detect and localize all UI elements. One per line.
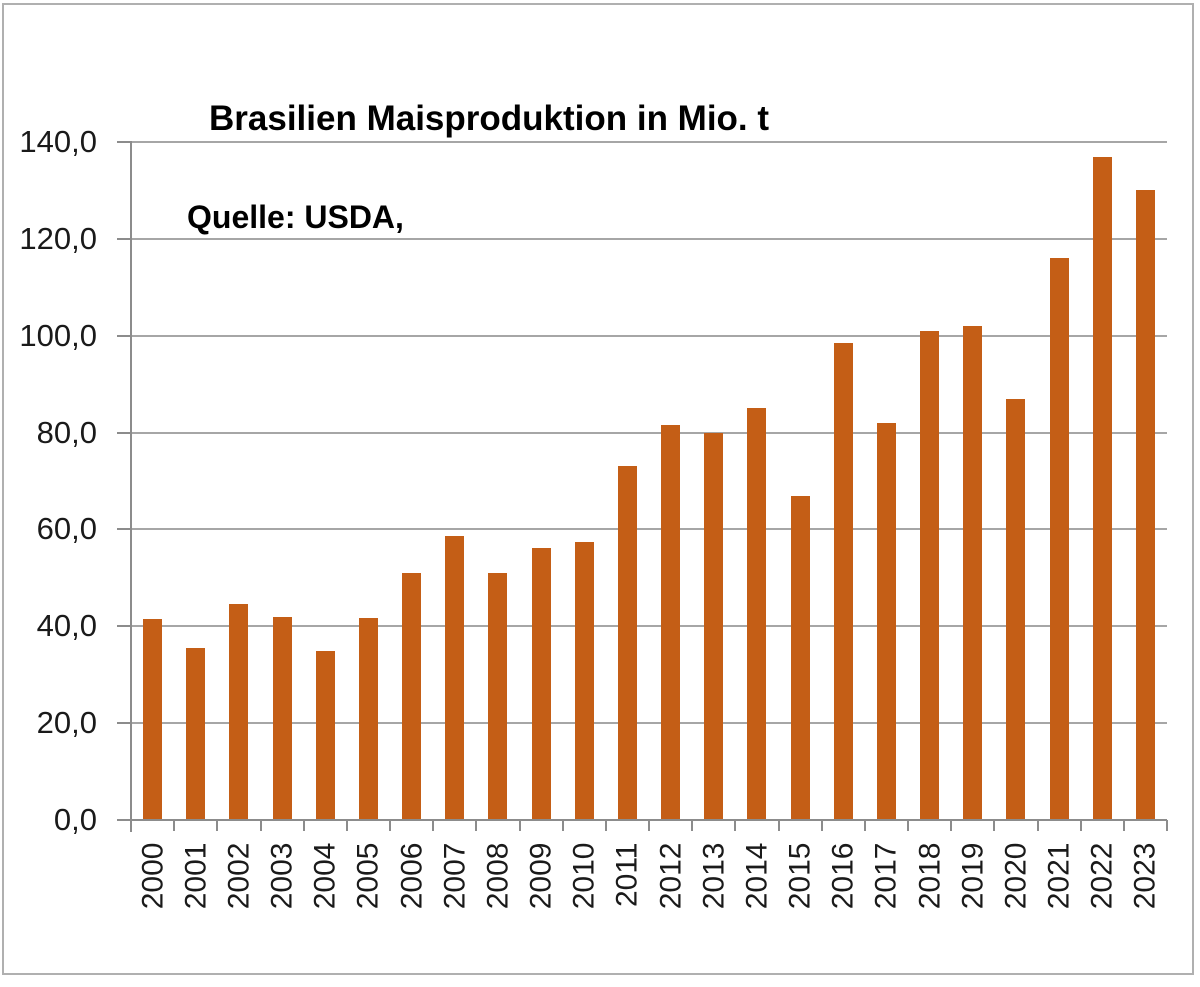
- x-tick-12: [648, 820, 650, 831]
- x-tick-7: [432, 820, 435, 831]
- bar-2021: [1049, 258, 1069, 820]
- y-tick-label-40: 40,0: [36, 608, 97, 644]
- bar-2023: [1135, 190, 1155, 820]
- x-tick-label-2004: 2004: [308, 842, 342, 909]
- source-note: Quelle: USDA,: [187, 199, 404, 235]
- y-tick-label-120: 120,0: [19, 220, 97, 256]
- y-tick-100: [117, 334, 131, 337]
- x-tick-24: [1166, 820, 1168, 831]
- y-tick-120: [117, 237, 131, 240]
- x-tick-label-2014: 2014: [740, 842, 774, 909]
- x-tick-15: [777, 820, 780, 831]
- x-tick-20: [993, 820, 996, 831]
- bar-2020: [1006, 398, 1026, 820]
- x-tick-14: [734, 820, 737, 831]
- gridline-80: [131, 431, 1167, 434]
- gridline-140: [131, 141, 1167, 143]
- y-tick-label-140: 140,0: [19, 124, 97, 159]
- bar-2009: [531, 548, 551, 820]
- x-tick-13: [691, 820, 694, 831]
- x-tick-label-2016: 2016: [826, 842, 860, 909]
- bar-2018: [920, 330, 940, 820]
- bar-2000: [143, 619, 163, 820]
- x-tick-label-2007: 2007: [438, 842, 472, 909]
- chart-title: Brasilien Maisproduktion in Mio. t: [209, 99, 770, 138]
- x-tick-label-2003: 2003: [265, 842, 299, 909]
- bar-2004: [315, 650, 335, 820]
- bar-2006: [402, 573, 422, 820]
- gridline-20: [131, 722, 1167, 725]
- bar-2014: [747, 408, 767, 820]
- x-tick-label-2018: 2018: [913, 842, 947, 909]
- x-tick-label-2009: 2009: [524, 842, 558, 909]
- x-tick-11: [604, 820, 607, 831]
- x-tick-16: [820, 820, 823, 831]
- x-tick-label-2021: 2021: [1042, 842, 1076, 909]
- x-tick-label-2019: 2019: [956, 842, 990, 909]
- bar-2022: [1092, 156, 1112, 820]
- y-tick-label-80: 80,0: [36, 414, 97, 450]
- x-tick-4: [302, 820, 305, 831]
- x-tick-21: [1036, 820, 1039, 831]
- bar-2003: [272, 616, 292, 820]
- y-tick-label-100: 100,0: [19, 317, 97, 353]
- x-tick-2: [216, 820, 219, 831]
- gridline-120: [131, 237, 1167, 240]
- x-tick-label-2006: 2006: [395, 842, 429, 909]
- x-tick-17: [863, 820, 866, 831]
- x-tick-label-2013: 2013: [697, 842, 731, 909]
- x-tick-label-2017: 2017: [869, 842, 903, 909]
- x-tick-23: [1122, 820, 1125, 831]
- bar-2011: [617, 466, 637, 820]
- bar-2001: [186, 648, 206, 820]
- gridline-60: [131, 528, 1167, 531]
- bar-2008: [488, 573, 508, 820]
- y-tick-80: [117, 431, 131, 434]
- bar-2017: [876, 422, 896, 820]
- x-tick-label-2020: 2020: [999, 842, 1033, 909]
- bar-2005: [358, 618, 378, 820]
- x-axis-line: [117, 819, 1167, 821]
- bar-2010: [574, 542, 594, 820]
- bar-2013: [704, 432, 724, 820]
- bar-2012: [661, 425, 681, 820]
- x-tick-10: [561, 820, 564, 831]
- y-tick-40: [117, 625, 131, 628]
- x-tick-label-2011: 2011: [610, 842, 644, 907]
- y-tick-20: [117, 722, 131, 725]
- gridline-100: [131, 334, 1167, 337]
- bar-2019: [963, 326, 983, 820]
- bar-2002: [229, 604, 249, 820]
- x-tick-label-2022: 2022: [1085, 842, 1119, 909]
- y-tick-label-60: 60,0: [36, 511, 97, 547]
- x-tick-6: [389, 820, 391, 831]
- bar-2016: [833, 342, 853, 820]
- x-tick-1: [173, 820, 176, 831]
- x-tick-19: [950, 820, 953, 831]
- gridline-40: [131, 625, 1167, 628]
- x-tick-label-2010: 2010: [567, 842, 601, 909]
- x-tick-22: [1079, 820, 1082, 831]
- bar-2015: [790, 495, 810, 820]
- y-tick-140: [117, 141, 131, 143]
- x-tick-label-2023: 2023: [1128, 842, 1162, 909]
- x-tick-label-2008: 2008: [481, 842, 515, 909]
- x-tick-3: [259, 820, 262, 831]
- x-tick-8: [475, 820, 478, 831]
- x-tick-5: [345, 820, 348, 831]
- x-tick-label-2000: 2000: [136, 842, 170, 909]
- x-tick-label-2002: 2002: [222, 842, 256, 909]
- y-tick-label-20: 20,0: [36, 705, 97, 741]
- x-tick-18: [907, 820, 909, 831]
- x-tick-label-2005: 2005: [351, 842, 385, 909]
- x-tick-label-2001: 2001: [179, 842, 213, 909]
- y-axis-line: [130, 141, 132, 832]
- x-tick-label-2012: 2012: [654, 842, 688, 909]
- x-tick-label-2015: 2015: [783, 842, 817, 909]
- y-tick-60: [117, 528, 131, 531]
- x-tick-9: [518, 820, 521, 831]
- bar-2007: [445, 536, 465, 820]
- y-tick-label-0: 0,0: [53, 802, 97, 837]
